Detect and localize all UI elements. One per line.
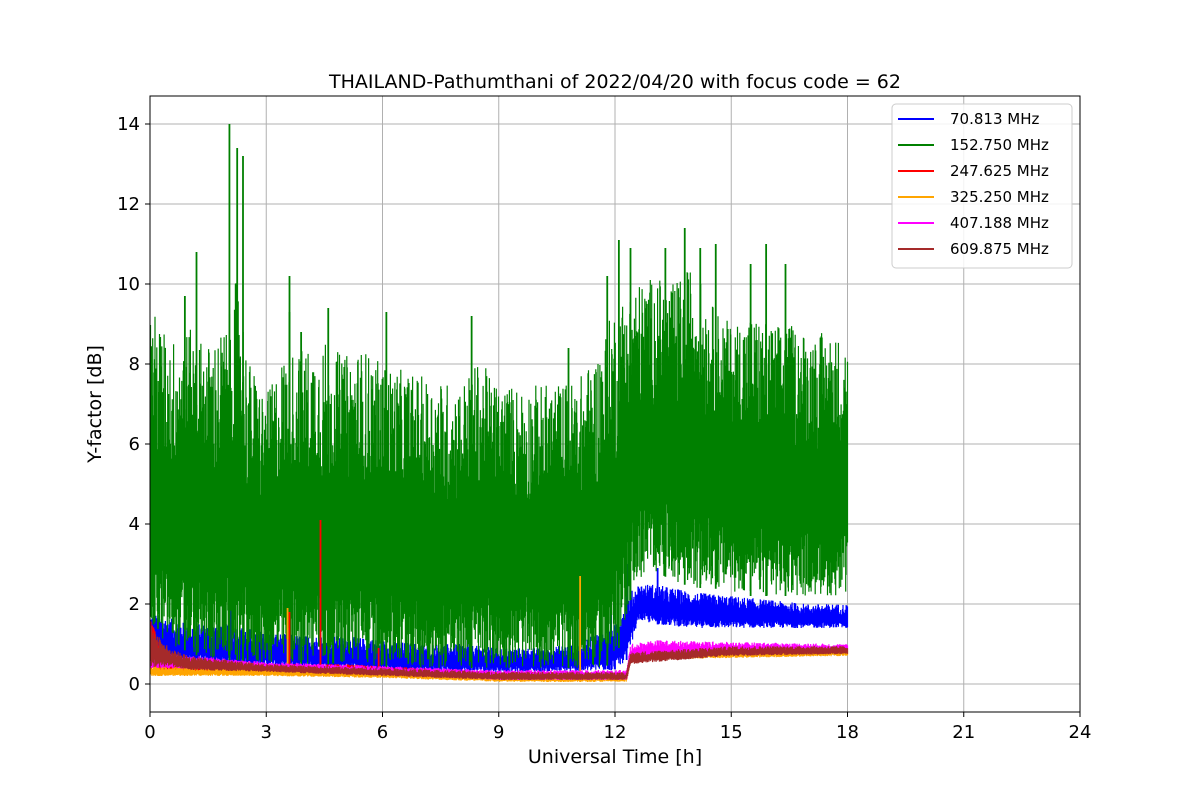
y-tick-label: 0 <box>129 674 140 695</box>
series-band-1 <box>150 272 849 668</box>
y-axis: 0 2 4 6 8 10 12 14 <box>117 114 150 695</box>
x-tick-label: 3 <box>261 722 272 743</box>
legend-frame <box>891 103 1073 269</box>
x-tick-label: 18 <box>836 722 859 743</box>
y-tick-label: 14 <box>117 114 140 135</box>
x-tick-label: 21 <box>952 722 975 743</box>
legend-label: 247.625 MHz <box>950 162 1049 180</box>
x-tick-label: 6 <box>377 722 388 743</box>
y-tick-label: 2 <box>129 594 140 615</box>
legend-label: 407.188 MHz <box>950 214 1049 232</box>
x-tick-label: 24 <box>1069 722 1092 743</box>
legend-label: 70.813 MHz <box>950 110 1039 128</box>
x-tick-label: 15 <box>720 722 743 743</box>
x-axis-label: Universal Time [h] <box>528 746 702 768</box>
x-tick-label: 12 <box>604 722 627 743</box>
legend-label: 152.750 MHz <box>950 136 1049 154</box>
chart-title: THAILAND-Pathumthani of 2022/04/20 with … <box>328 71 901 93</box>
legend-label: 609.875 MHz <box>950 240 1049 258</box>
legend: 70.813 MHz 152.750 MHz 247.625 MHz 325.250 … <box>891 103 1073 269</box>
y-tick-label: 12 <box>117 194 140 215</box>
series-layer <box>150 124 849 682</box>
x-axis: 0 3 6 9 12 15 18 21 24 <box>144 712 1091 743</box>
series-5 <box>150 626 849 680</box>
series-band-5 <box>150 626 849 680</box>
y-tick-label: 6 <box>129 434 140 455</box>
legend-label: 325.250 MHz <box>950 188 1049 206</box>
x-tick-label: 9 <box>493 722 504 743</box>
y-tick-label: 10 <box>117 274 140 295</box>
series-1 <box>150 124 849 668</box>
y-tick-label: 4 <box>129 514 140 535</box>
y-axis-label: Y-factor [dB] <box>84 345 106 464</box>
x-tick-label: 0 <box>144 722 155 743</box>
y-tick-label: 8 <box>129 354 140 375</box>
